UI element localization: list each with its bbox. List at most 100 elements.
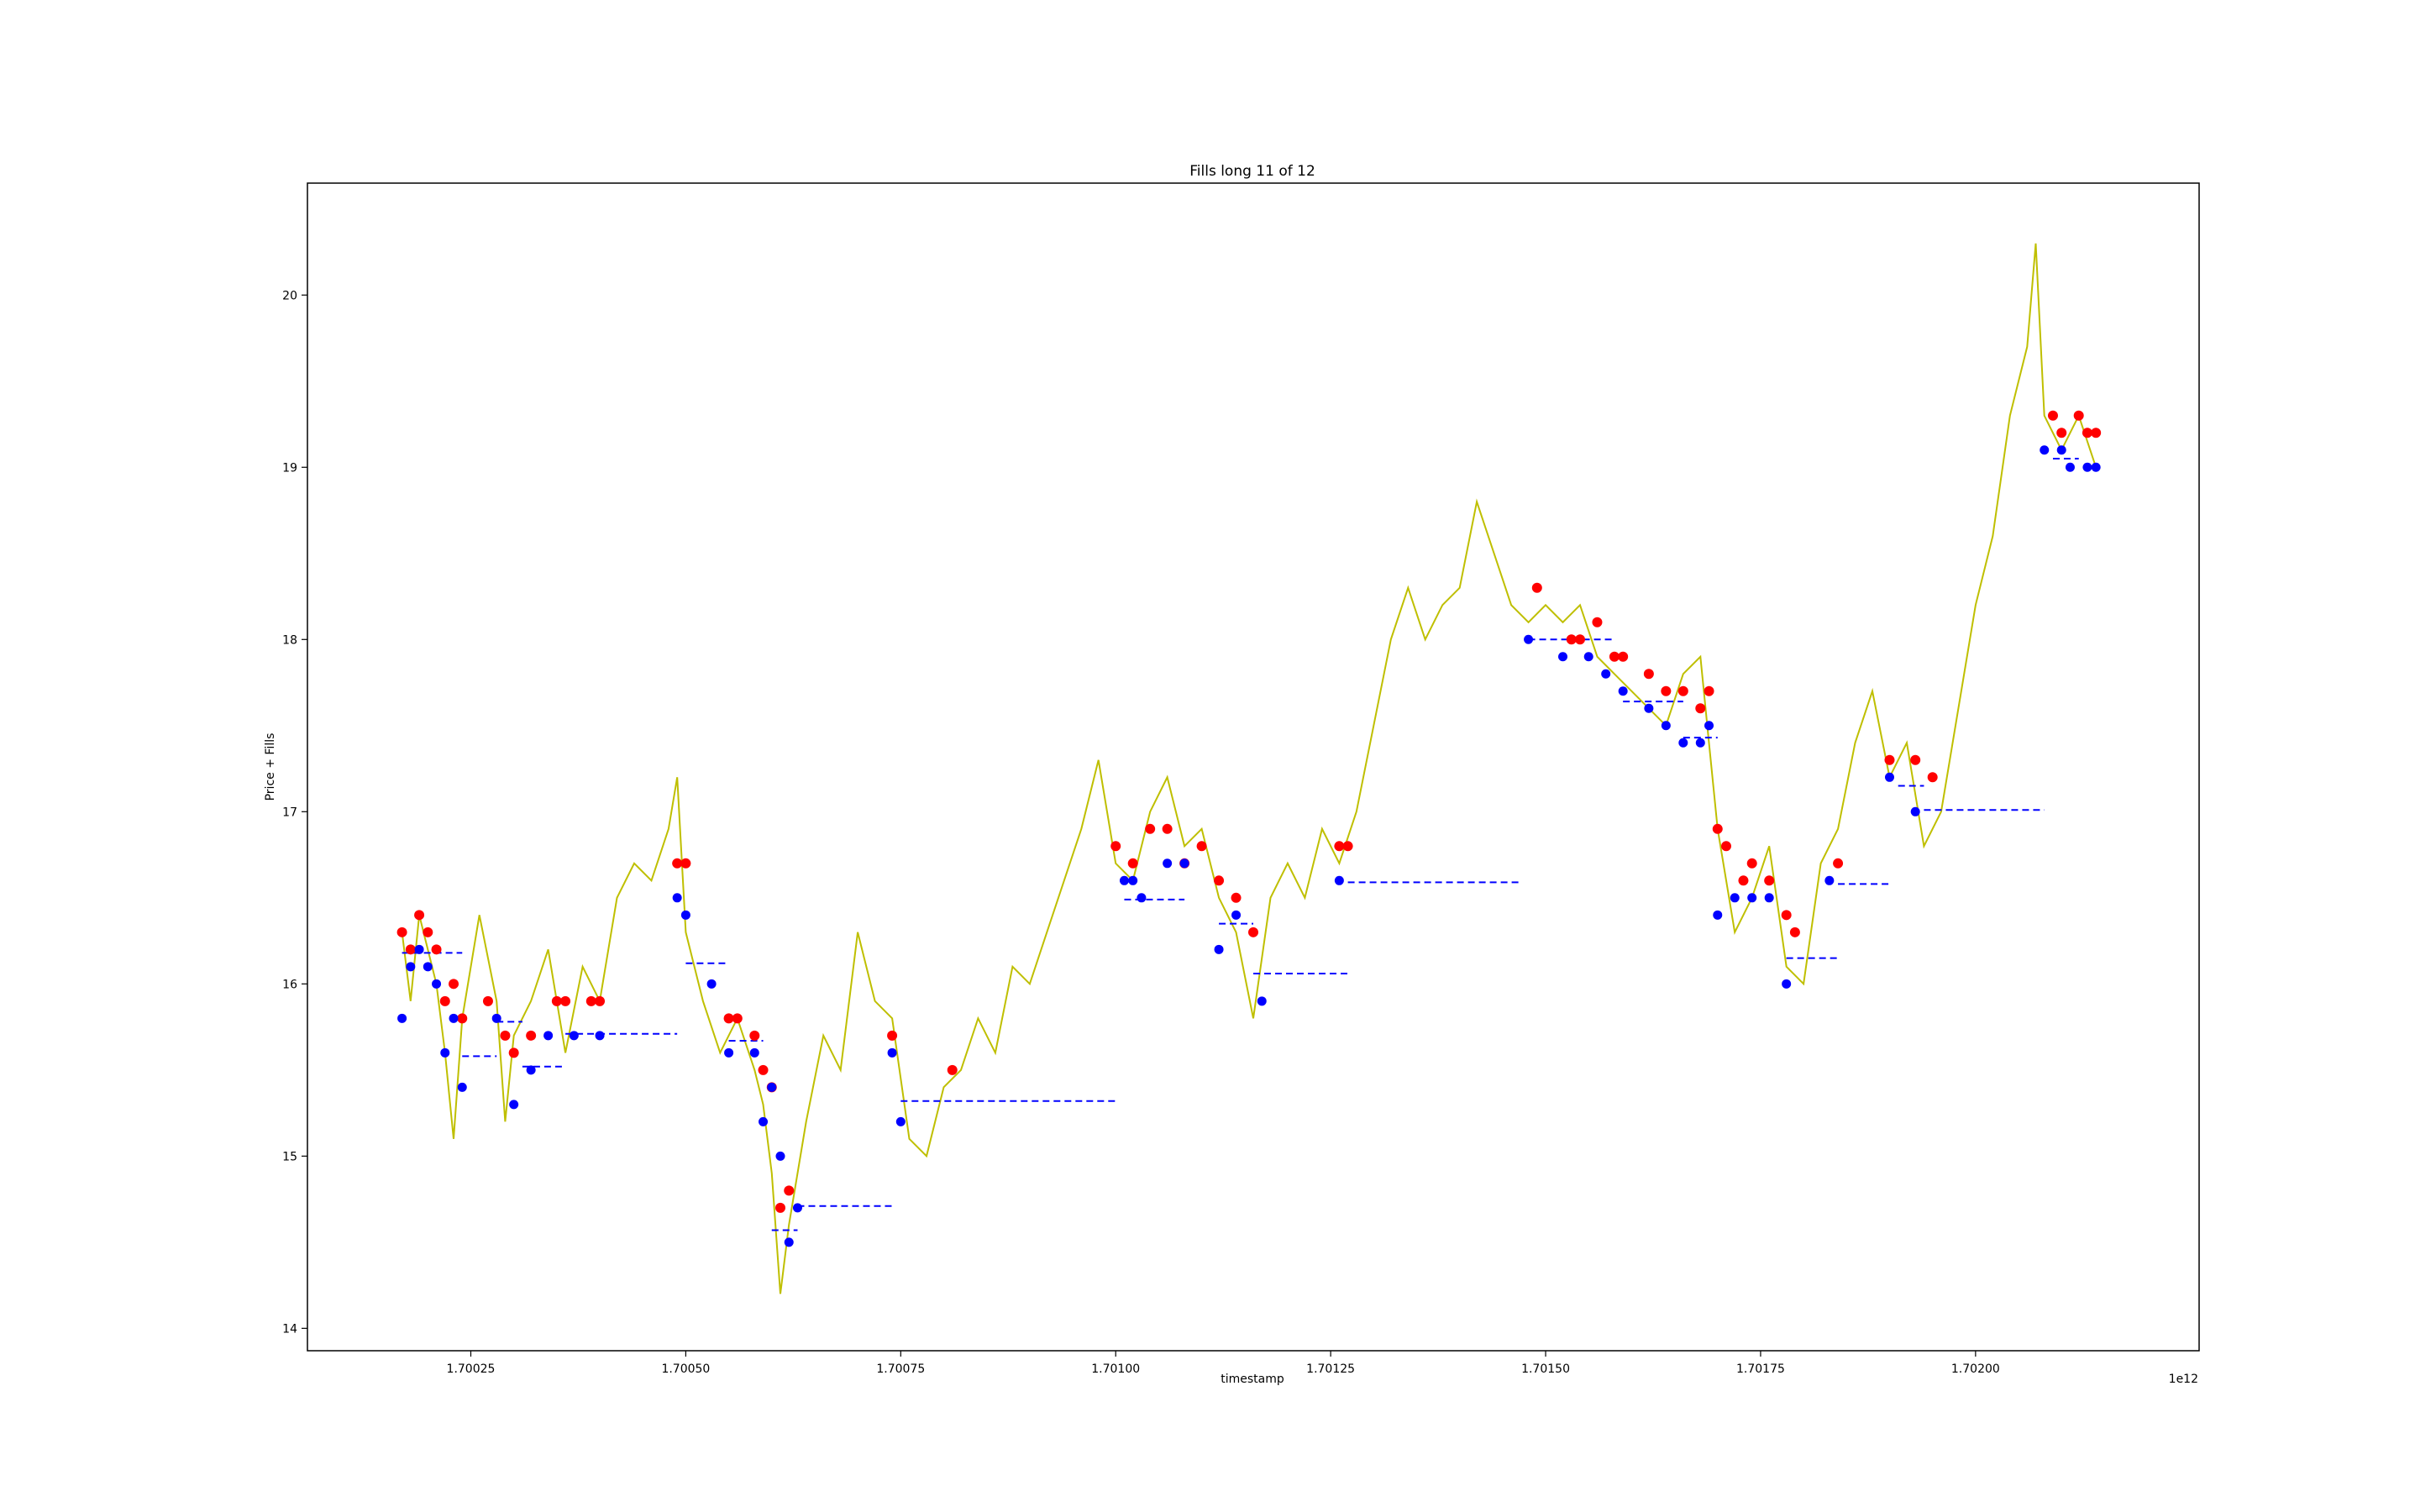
entry-fill-point xyxy=(1721,841,1731,852)
entry-fill-point xyxy=(1618,651,1629,662)
close-fill-point xyxy=(423,962,433,972)
close-fill-point xyxy=(406,962,416,972)
close-fill-point xyxy=(1618,686,1628,696)
entry-fill-point xyxy=(887,1030,898,1041)
close-fill-point xyxy=(759,1116,769,1126)
close-fill-point xyxy=(784,1237,794,1247)
y-tick-label: 14 xyxy=(282,1322,297,1336)
entry-fill-point xyxy=(2056,428,2067,438)
close-fill-point xyxy=(526,1065,536,1075)
close-fill-point xyxy=(887,1047,897,1058)
entry-fill-point xyxy=(449,979,459,990)
close-fill-point xyxy=(1884,772,1894,782)
entry-fill-point xyxy=(749,1030,760,1041)
position-price-lines xyxy=(402,458,2079,1231)
close-fill-point xyxy=(457,1082,467,1092)
entry-fill-point xyxy=(2091,428,2102,438)
entry-fill-point xyxy=(1162,823,1173,834)
close-fill-point xyxy=(1334,875,1344,885)
close-fill-point xyxy=(1764,893,1774,903)
entry-fill-point xyxy=(1789,927,1800,937)
close-fill-point xyxy=(1661,721,1671,731)
x-axis-ticks: 1.70025 1.70050 1.70075 1.70100 1.70125 1.701… xyxy=(447,1351,2000,1376)
entry-fill-point xyxy=(723,1013,734,1024)
y-axis-ticks: 14 15 16 17 18 19 20 xyxy=(282,289,307,1336)
entry-fill-point xyxy=(1910,754,1921,765)
close-fill-point xyxy=(767,1082,777,1092)
entry-fill-point xyxy=(431,944,442,955)
entry-fill-point xyxy=(947,1064,958,1075)
entry-fill-point xyxy=(482,995,493,1006)
entry-fill-point xyxy=(396,927,407,937)
y-tick-label: 15 xyxy=(282,1150,297,1163)
entry-fill-point xyxy=(1677,685,1688,696)
y-axis-label: Price + Fills xyxy=(264,733,277,801)
plot-area xyxy=(307,182,2200,1352)
x-tick-label: 1.70075 xyxy=(876,1362,925,1376)
x-tick-label: 1.70050 xyxy=(661,1362,710,1376)
entry-fill-point xyxy=(2073,410,2084,421)
entry-fill-point xyxy=(1566,634,1577,645)
entry-fill-point xyxy=(551,995,562,1006)
entry-fill-point xyxy=(1334,841,1345,852)
close-fill-point xyxy=(397,1013,407,1023)
close-fill-point xyxy=(1128,875,1138,885)
close-fill-point xyxy=(1137,893,1147,903)
entry-fill-point xyxy=(585,995,596,1006)
entry-fill-point xyxy=(680,858,691,869)
entry-fill-point xyxy=(457,1013,468,1024)
close-fill-point xyxy=(1644,703,1654,713)
close-fill-point xyxy=(775,1151,785,1161)
close-fill-point xyxy=(1214,944,1224,954)
close-fill-point xyxy=(2091,462,2101,472)
entry-fill-point xyxy=(1231,892,1242,903)
close-fill-point xyxy=(2065,462,2075,472)
entry-fill-point xyxy=(1704,685,1714,696)
entry-fill-point xyxy=(1781,910,1792,921)
entry-fill-point xyxy=(526,1030,537,1041)
close-fills xyxy=(397,445,2101,1247)
entry-fill-point xyxy=(1609,651,1620,662)
close-fill-point xyxy=(1583,652,1593,662)
y-tick-label: 19 xyxy=(282,461,297,475)
entry-fill-point xyxy=(1695,703,1706,714)
close-fill-point xyxy=(724,1047,734,1058)
entry-fill-point xyxy=(1833,858,1844,869)
close-fill-point xyxy=(543,1031,554,1041)
close-fill-point xyxy=(1558,652,1568,662)
close-fill-point xyxy=(1119,875,1129,885)
close-fill-point xyxy=(569,1031,579,1041)
close-fill-point xyxy=(2056,445,2066,455)
entry-fill-point xyxy=(1884,754,1895,765)
entry-fill-point xyxy=(732,1013,743,1024)
entry-fill-point xyxy=(758,1064,769,1075)
close-fill-point xyxy=(1730,893,1740,903)
entry-fill-point xyxy=(405,944,416,955)
close-fill-point xyxy=(792,1203,802,1213)
x-tick-label: 1.70100 xyxy=(1091,1362,1140,1376)
y-tick-label: 17 xyxy=(282,806,297,819)
entry-fill-point xyxy=(595,995,606,1006)
close-fill-point xyxy=(414,944,424,954)
x-tick-label: 1.70200 xyxy=(1951,1362,2000,1376)
entry-fill-point xyxy=(1643,669,1654,680)
entry-fill-point xyxy=(1145,823,1156,834)
close-fill-point xyxy=(509,1100,519,1110)
entry-fill-point xyxy=(1738,875,1749,886)
close-fill-point xyxy=(440,1047,450,1058)
entry-fill-point xyxy=(1196,841,1207,852)
close-fill-point xyxy=(1231,910,1242,920)
close-fill-point xyxy=(595,1031,605,1041)
entry-fill-point xyxy=(1661,685,1672,696)
close-fill-point xyxy=(1747,893,1757,903)
close-fill-point xyxy=(706,979,717,989)
entry-fill-point xyxy=(423,927,433,937)
close-fill-point xyxy=(449,1013,459,1023)
entry-fill-point xyxy=(2047,410,2058,421)
entry-fill-point xyxy=(1746,858,1757,869)
close-fill-point xyxy=(749,1047,759,1058)
plot-frame xyxy=(307,182,2200,1352)
x-tick-label: 1.70175 xyxy=(1736,1362,1785,1376)
x-axis-label: timestamp xyxy=(1221,1373,1284,1386)
entry-fill-point xyxy=(1712,823,1723,834)
